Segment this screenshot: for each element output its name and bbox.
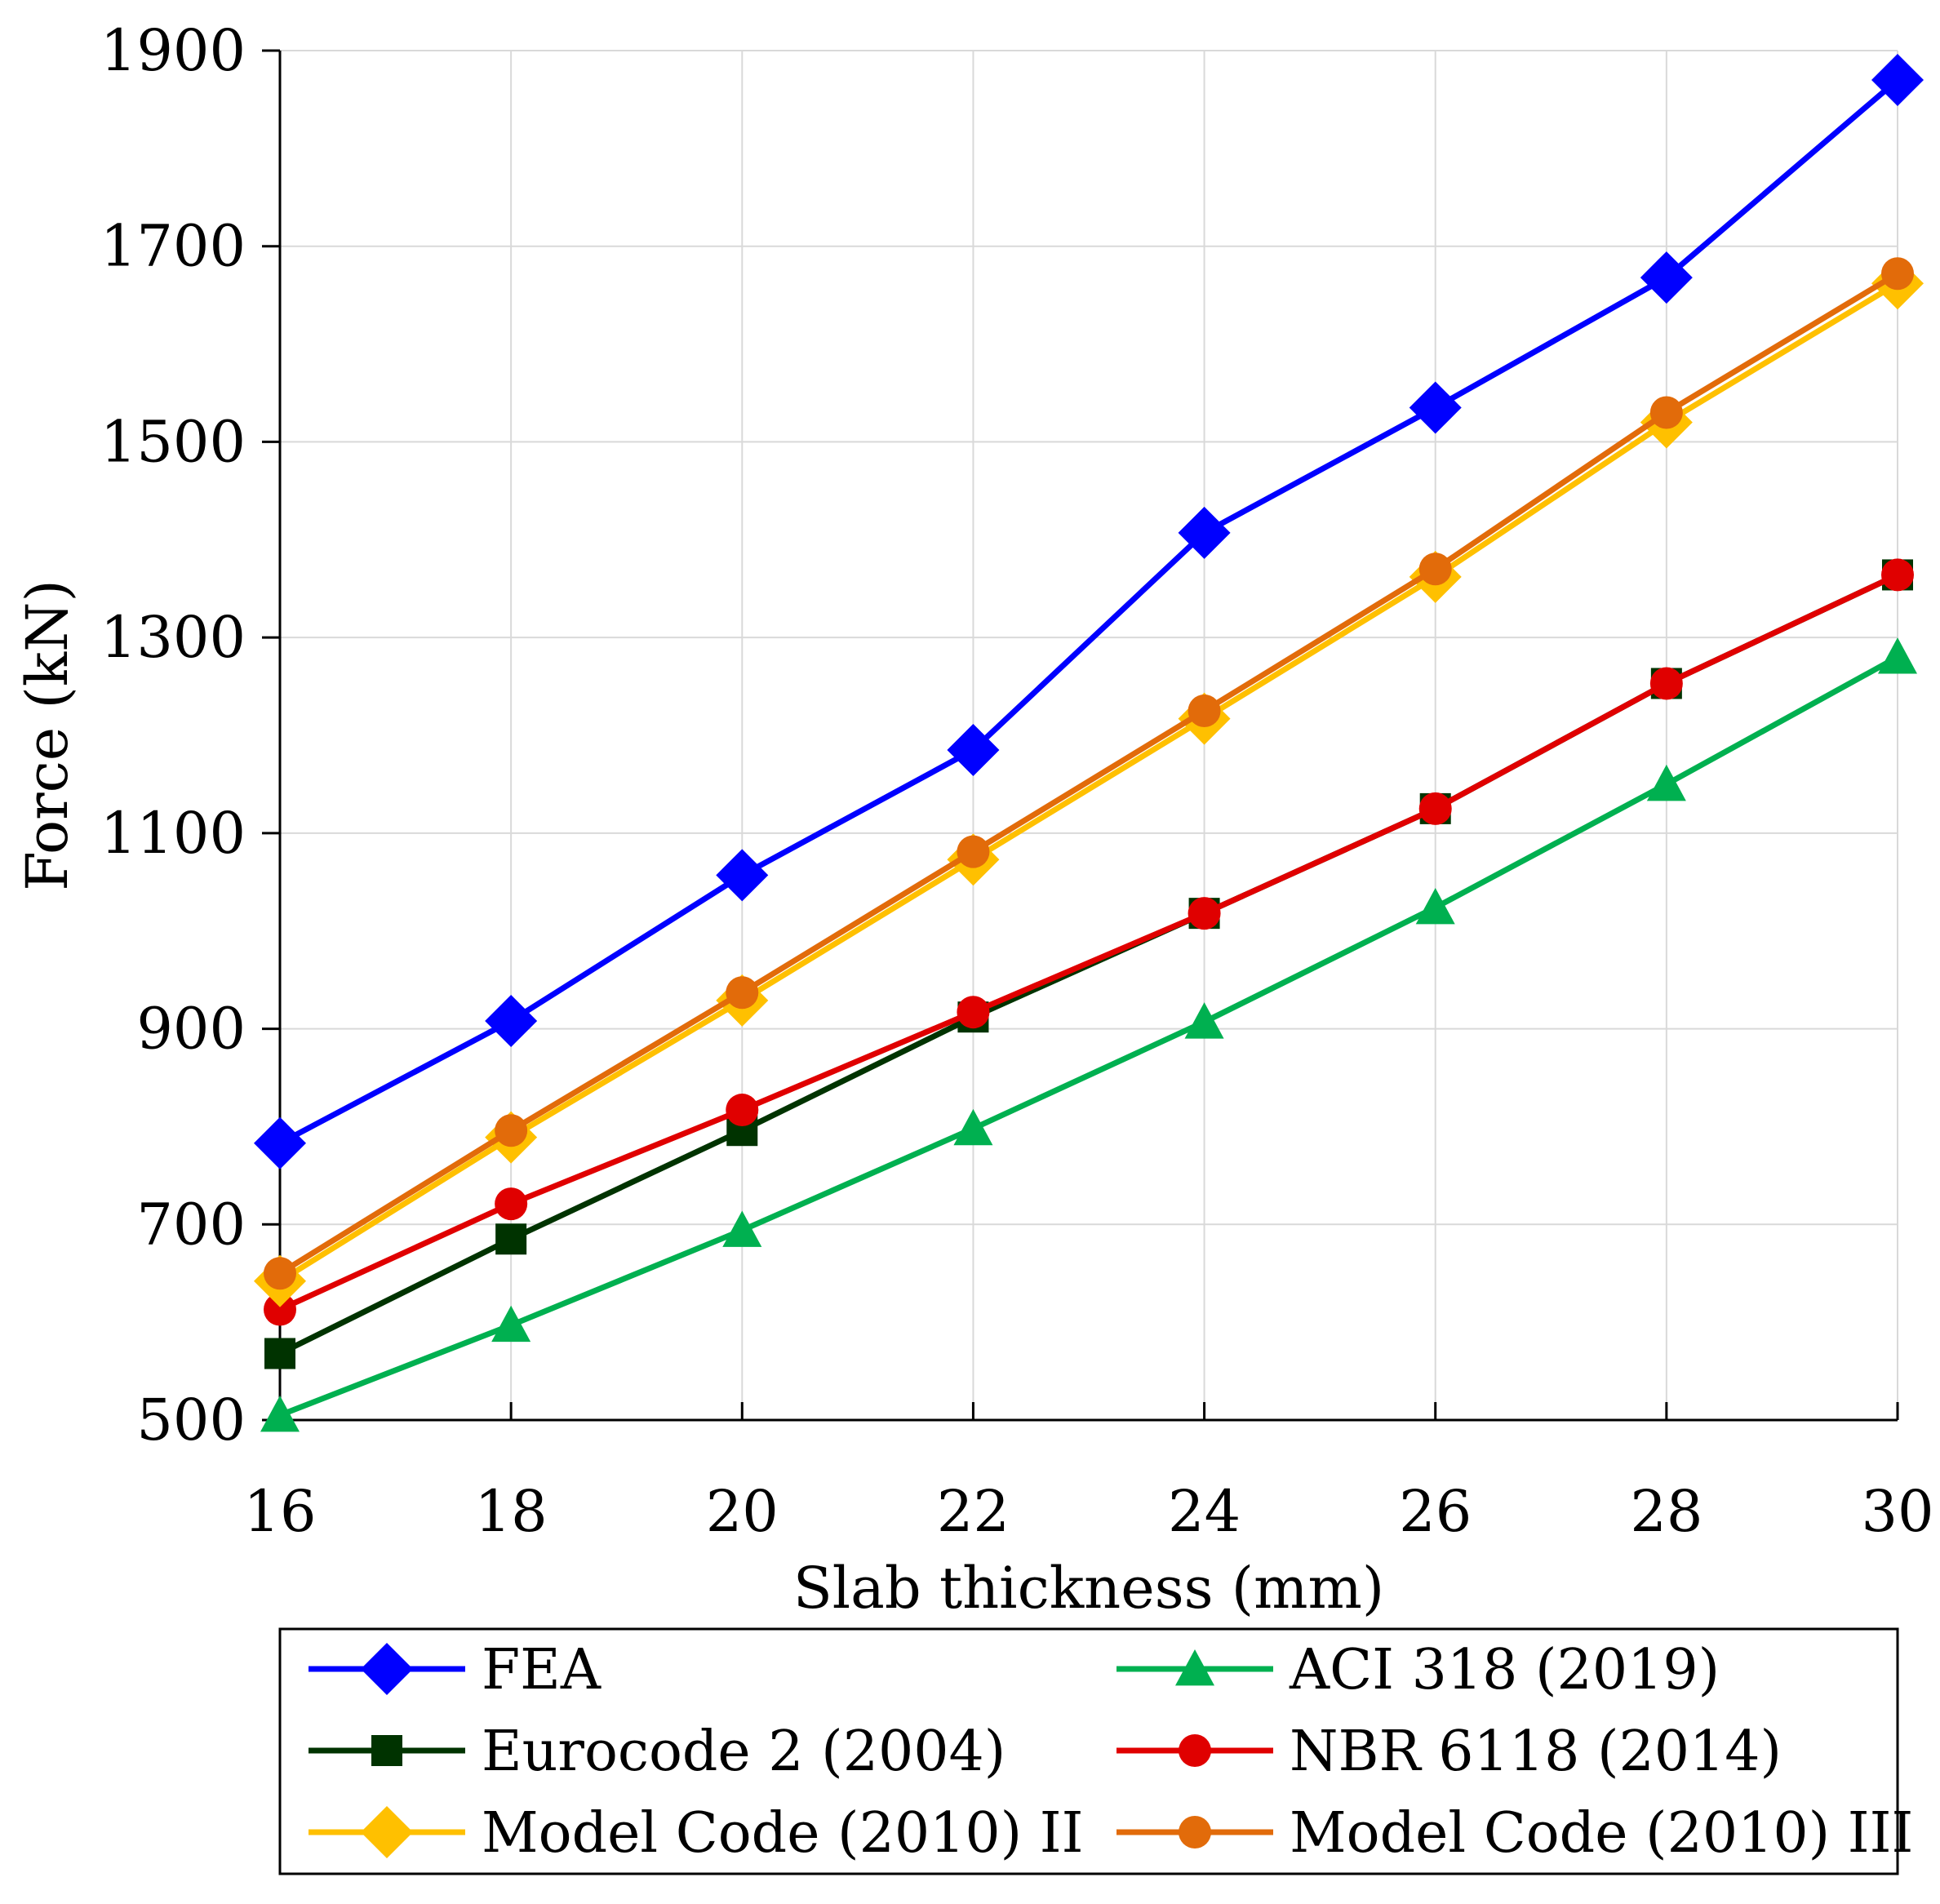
legend-item: Model Code (2010) II [309, 1801, 1084, 1866]
y-tick-label: 1500 [100, 408, 246, 475]
x-axis-title: Slab thickness (mm) [793, 1555, 1384, 1622]
series-line [278, 572, 1899, 1312]
data-point [495, 1114, 528, 1147]
data-point [957, 996, 990, 1029]
data-point [260, 1396, 300, 1432]
series-group [254, 53, 1924, 1432]
legend-swatch-marker [361, 1806, 413, 1858]
data-point [1418, 553, 1452, 586]
data-point [1878, 637, 1917, 674]
legend-swatch-marker [1179, 1734, 1211, 1767]
legend-label: Eurocode 2 (2004) [482, 1720, 1006, 1784]
data-point [947, 723, 1000, 776]
legend-label: Model Code (2010) III [1290, 1801, 1913, 1866]
x-tick-label: 30 [1861, 1478, 1933, 1545]
legend-item: FEA [309, 1638, 602, 1702]
y-tick-label: 1100 [100, 800, 246, 867]
legend-swatch-marker [371, 1735, 402, 1766]
data-point [957, 835, 990, 868]
data-point [1188, 695, 1221, 728]
data-point [1415, 887, 1455, 925]
x-tick-label: 18 [475, 1478, 548, 1545]
y-tick-label: 900 [136, 996, 246, 1063]
legend-swatch-marker [361, 1643, 413, 1695]
x-tick-label: 22 [937, 1478, 1010, 1545]
x-tick-label: 28 [1630, 1478, 1702, 1545]
x-axis-ticks: 16 18 20 22 24 26 28 30 [243, 1402, 1934, 1545]
y-tick-label: 1700 [100, 213, 246, 280]
legend-box [278, 1627, 1899, 1875]
x-tick-label: 26 [1399, 1478, 1472, 1545]
data-point [1646, 764, 1686, 801]
legend-item: Model Code (2010) III [1116, 1801, 1913, 1866]
legend-item: NBR 6118 (2014) [1116, 1720, 1782, 1784]
series-line [278, 271, 1899, 1276]
x-tick-label: 20 [706, 1478, 779, 1545]
data-point [1178, 506, 1231, 559]
data-point [1649, 667, 1683, 700]
legend-label: NBR 6118 (2014) [1290, 1720, 1782, 1784]
legend: FEA ACI 318 (2019) Eurocode 2 (2004) NBR 61… [278, 1627, 1913, 1875]
series-line [278, 655, 1899, 1418]
data-point [264, 1293, 296, 1326]
x-tick-label: 16 [243, 1478, 316, 1545]
legend-item: Eurocode 2 (2004) [309, 1720, 1006, 1784]
y-tick-label: 500 [136, 1387, 246, 1454]
series-5 [264, 257, 1914, 1290]
data-point [495, 1187, 528, 1221]
data-point [1418, 792, 1452, 825]
data-point [1640, 251, 1693, 304]
series-1 [260, 637, 1917, 1432]
data-point [491, 1305, 531, 1343]
data-point [264, 1257, 296, 1290]
data-point [716, 849, 769, 902]
axes [278, 51, 1898, 1422]
y-axis-title: Force (kN) [14, 579, 81, 891]
data-point [495, 1223, 527, 1255]
data-point [726, 976, 759, 1010]
series-3 [264, 558, 1914, 1326]
data-point [1184, 1002, 1224, 1039]
data-point [726, 1094, 759, 1127]
y-axis-ticks: 500 700 900 1100 1300 1500 1700 1900 [100, 17, 280, 1454]
y-tick-label: 1900 [100, 17, 246, 84]
legend-swatch-marker [1179, 1816, 1211, 1849]
legend-label: FEA [482, 1638, 602, 1702]
data-point [1649, 396, 1683, 429]
data-point [1409, 381, 1462, 434]
x-tick-label: 24 [1168, 1478, 1241, 1545]
legend-label: ACI 318 (2019) [1289, 1638, 1720, 1702]
data-point [953, 1108, 993, 1146]
data-point [1188, 897, 1221, 930]
legend-item: ACI 318 (2019) [1116, 1638, 1720, 1702]
data-point [1881, 257, 1914, 291]
series-line [278, 281, 1899, 1284]
data-point [264, 1338, 295, 1369]
legend-swatch-marker [1175, 1649, 1214, 1686]
data-point [485, 994, 538, 1047]
series-0 [254, 53, 1924, 1169]
data-point [722, 1210, 762, 1247]
legend-label: Model Code (2010) II [482, 1801, 1084, 1866]
series-line [278, 78, 1900, 1146]
y-tick-label: 700 [136, 1191, 246, 1258]
data-point [1871, 53, 1924, 106]
data-point [1881, 558, 1914, 592]
data-point [254, 1116, 306, 1169]
y-tick-label: 1300 [100, 604, 246, 671]
